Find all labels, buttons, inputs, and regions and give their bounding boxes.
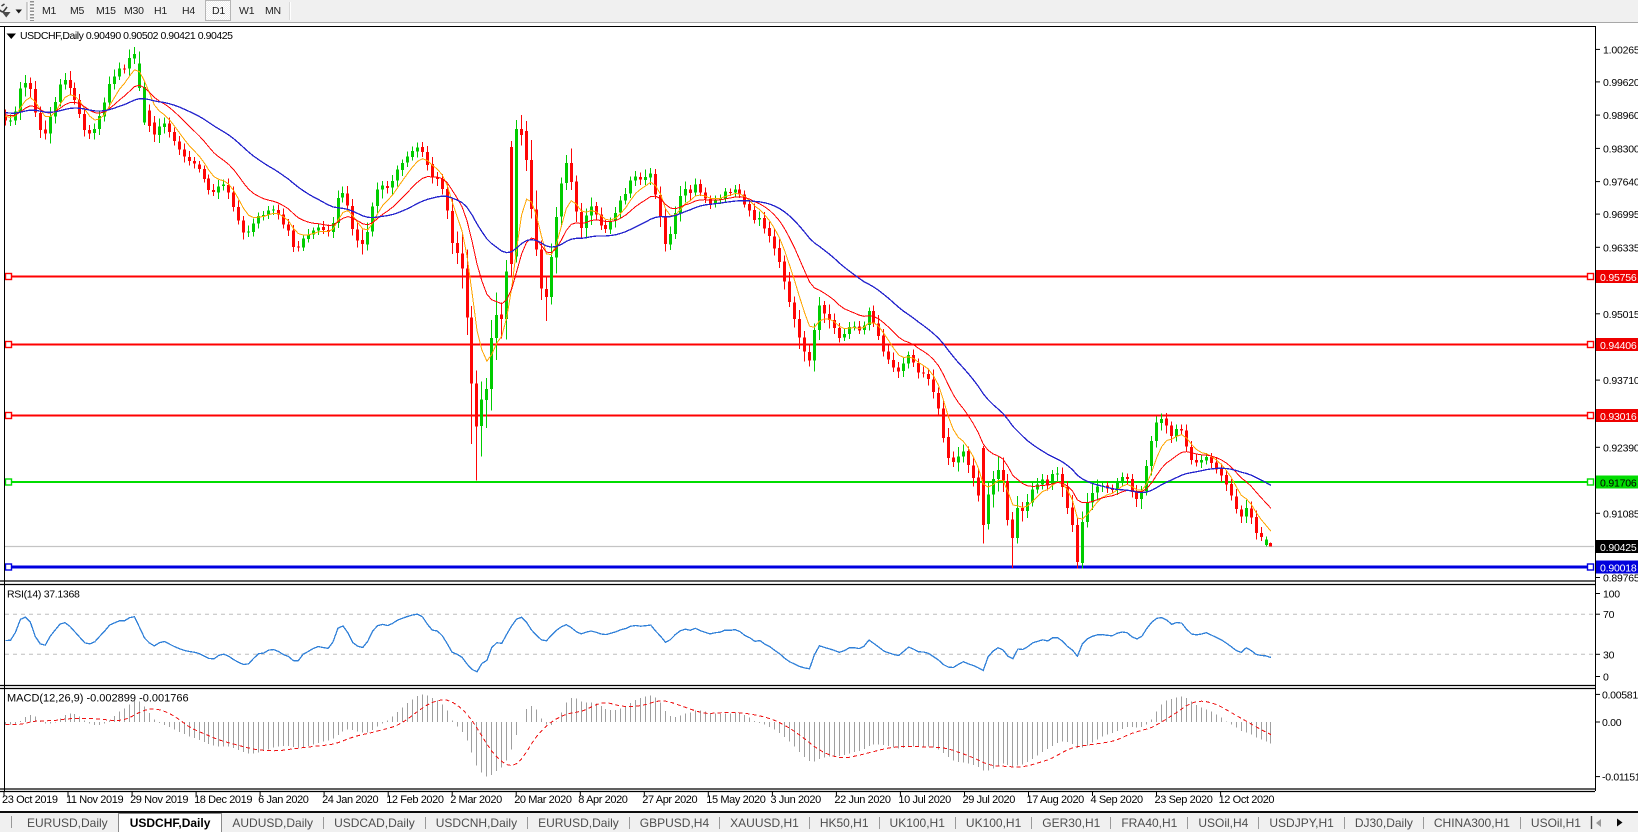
svg-text:15 May 2020: 15 May 2020 xyxy=(706,794,765,806)
svg-text:MACD(12,26,9) -0.002899 -0.001: MACD(12,26,9) -0.002899 -0.001766 xyxy=(7,693,189,705)
svg-text:0.95756: 0.95756 xyxy=(1600,272,1637,284)
svg-text:0.96995: 0.96995 xyxy=(1603,209,1638,221)
svg-text:0.005818: 0.005818 xyxy=(1602,689,1638,701)
svg-text:27 Apr 2020: 27 Apr 2020 xyxy=(642,794,697,806)
svg-text:30: 30 xyxy=(1603,649,1615,661)
svg-text:0.95015: 0.95015 xyxy=(1603,309,1638,321)
svg-text:0.98960: 0.98960 xyxy=(1603,110,1638,122)
svg-text:0.94406: 0.94406 xyxy=(1600,340,1637,352)
svg-text:0.99620: 0.99620 xyxy=(1603,77,1638,89)
svg-text:0.91706: 0.91706 xyxy=(1600,478,1637,490)
svg-text:12 Feb 2020: 12 Feb 2020 xyxy=(386,794,444,806)
svg-text:20 Mar 2020: 20 Mar 2020 xyxy=(514,794,572,806)
svg-text:0.89765: 0.89765 xyxy=(1603,573,1638,585)
svg-text:11 Nov 2019: 11 Nov 2019 xyxy=(66,794,123,806)
svg-text:0.92390: 0.92390 xyxy=(1603,442,1638,454)
svg-text:17 Aug 2020: 17 Aug 2020 xyxy=(1027,794,1085,806)
svg-text:23 Sep 2020: 23 Sep 2020 xyxy=(1155,794,1213,806)
svg-text:29 Nov 2019: 29 Nov 2019 xyxy=(130,794,188,806)
svg-text:0.97640: 0.97640 xyxy=(1603,177,1638,189)
svg-text:0: 0 xyxy=(1603,672,1609,684)
svg-text:1.00265: 1.00265 xyxy=(1603,44,1638,56)
svg-text:0.98300: 0.98300 xyxy=(1603,143,1638,155)
svg-text:22 Jun 2020: 22 Jun 2020 xyxy=(834,794,890,806)
svg-text:USDCHF,Daily 0.90490 0.90502: USDCHF,Daily 0.90490 0.90502 0.90421 0.9… xyxy=(20,30,233,42)
svg-text:0.00: 0.00 xyxy=(1602,717,1622,729)
svg-text:100: 100 xyxy=(1603,589,1620,601)
svg-text:2 Mar 2020: 2 Mar 2020 xyxy=(450,794,502,806)
svg-text:29 Jul 2020: 29 Jul 2020 xyxy=(963,794,1016,806)
svg-text:10 Jul 2020: 10 Jul 2020 xyxy=(898,794,951,806)
svg-text:0.90425: 0.90425 xyxy=(1600,542,1637,554)
svg-text:6 Jan 2020: 6 Jan 2020 xyxy=(258,794,309,806)
svg-text:12 Oct 2020: 12 Oct 2020 xyxy=(1219,794,1275,806)
svg-text:4 Sep 2020: 4 Sep 2020 xyxy=(1091,794,1144,806)
svg-text:0.90018: 0.90018 xyxy=(1600,563,1637,575)
svg-text:0.93710: 0.93710 xyxy=(1603,375,1638,387)
svg-text:24 Jan 2020: 24 Jan 2020 xyxy=(322,794,378,806)
svg-text:8 Apr 2020: 8 Apr 2020 xyxy=(578,794,627,806)
svg-text:3 Jun 2020: 3 Jun 2020 xyxy=(770,794,821,806)
svg-text:-0.011514: -0.011514 xyxy=(1602,772,1638,784)
svg-text:0.96335: 0.96335 xyxy=(1603,242,1638,254)
svg-text:70: 70 xyxy=(1603,609,1615,621)
svg-text:0.93016: 0.93016 xyxy=(1600,411,1637,423)
svg-text:23 Oct 2019: 23 Oct 2019 xyxy=(2,794,58,806)
svg-text:RSI(14) 37.1368: RSI(14) 37.1368 xyxy=(7,589,80,601)
svg-text:18 Dec 2019: 18 Dec 2019 xyxy=(194,794,252,806)
svg-text:0.91085: 0.91085 xyxy=(1603,508,1638,520)
